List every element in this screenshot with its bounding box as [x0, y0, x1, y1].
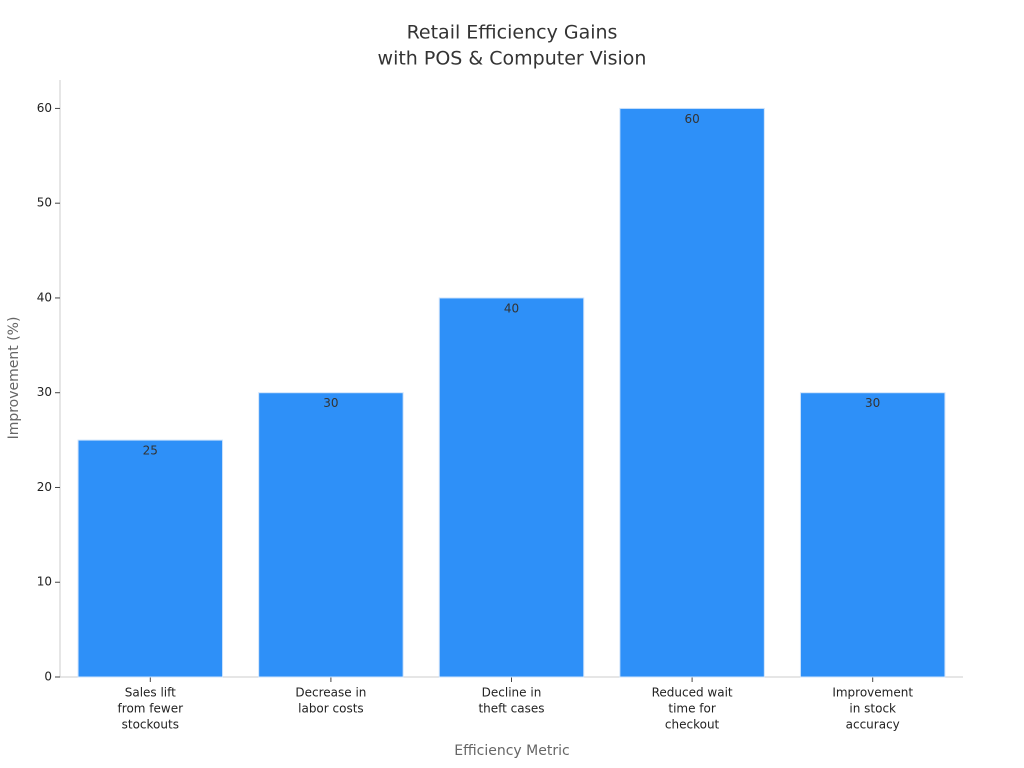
y-tick-label: 50 — [37, 196, 52, 210]
value-label: 60 — [684, 112, 699, 126]
x-tick-label: labor costs — [298, 702, 364, 716]
x-tick-label: theft cases — [478, 702, 544, 716]
bar — [438, 297, 585, 678]
value-label: 25 — [143, 444, 158, 458]
bar — [77, 439, 224, 678]
y-tick-label: 10 — [37, 575, 52, 589]
x-tick-label: accuracy — [846, 718, 900, 732]
y-axis-label: Improvement (%) — [6, 317, 22, 440]
x-tick-label: Sales lift — [125, 686, 176, 700]
x-tick-label: Decrease in — [295, 686, 366, 700]
x-tick-label: in stock — [849, 702, 896, 716]
x-tick-label: time for — [668, 702, 715, 716]
x-tick-label: Decline in — [482, 686, 542, 700]
x-tick-label: stockouts — [122, 718, 179, 732]
x-tick-label: Reduced wait — [652, 686, 733, 700]
bar — [258, 392, 404, 678]
y-tick-label: 0 — [44, 670, 52, 684]
bar — [799, 392, 946, 678]
x-tick-label: Improvement — [832, 686, 913, 700]
y-tick-label: 20 — [37, 480, 52, 494]
y-tick-label: 30 — [37, 385, 52, 399]
x-tick-label: from fewer — [118, 702, 184, 716]
x-tick-label: checkout — [665, 718, 720, 732]
chart-title: with POS & Computer Vision — [378, 48, 647, 70]
x-axis-label: Efficiency Metric — [454, 743, 569, 759]
value-label: 30 — [323, 396, 338, 410]
y-tick-label: 40 — [37, 290, 52, 304]
value-label: 40 — [504, 301, 519, 315]
chart-title: Retail Efficiency Gains — [407, 22, 618, 44]
value-label: 30 — [865, 396, 880, 410]
y-tick-label: 60 — [37, 101, 52, 115]
bar — [619, 107, 765, 678]
